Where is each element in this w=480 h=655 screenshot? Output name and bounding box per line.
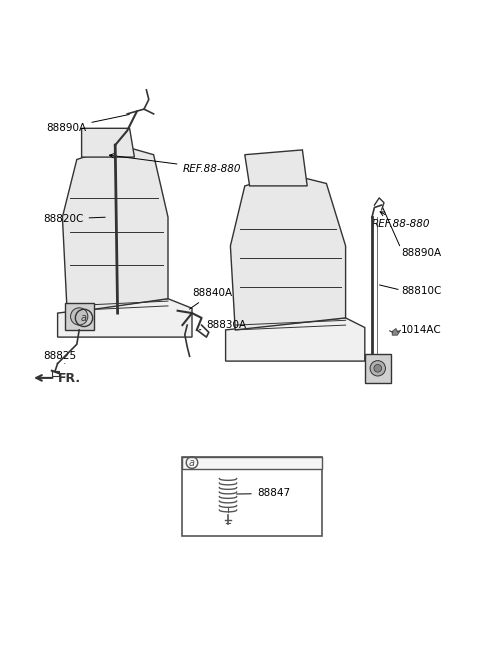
Text: 88890A: 88890A: [46, 115, 129, 133]
Polygon shape: [245, 150, 307, 186]
Text: 88890A: 88890A: [401, 248, 441, 258]
Polygon shape: [230, 174, 346, 330]
Bar: [65, 303, 94, 330]
Circle shape: [374, 364, 382, 372]
Polygon shape: [58, 299, 192, 337]
Bar: [182, 457, 322, 536]
Bar: [365, 354, 391, 383]
Text: 88810C: 88810C: [401, 286, 441, 297]
Text: 88847: 88847: [237, 489, 290, 498]
Text: 88830A: 88830A: [199, 320, 247, 330]
Text: 1014AC: 1014AC: [401, 325, 442, 335]
Polygon shape: [82, 128, 134, 157]
Polygon shape: [226, 318, 365, 361]
Text: 88840A: 88840A: [190, 288, 232, 309]
Circle shape: [71, 308, 88, 325]
Text: a: a: [189, 458, 195, 468]
Text: a: a: [81, 313, 87, 323]
Polygon shape: [62, 145, 168, 313]
Circle shape: [370, 361, 385, 376]
Text: REF.88-880: REF.88-880: [372, 212, 431, 229]
Text: FR.: FR.: [58, 372, 81, 385]
Text: 88820C: 88820C: [43, 214, 105, 224]
Text: 88825: 88825: [43, 350, 76, 364]
Polygon shape: [392, 328, 401, 335]
Bar: [182, 457, 322, 469]
Text: REF.88-880: REF.88-880: [109, 154, 241, 174]
